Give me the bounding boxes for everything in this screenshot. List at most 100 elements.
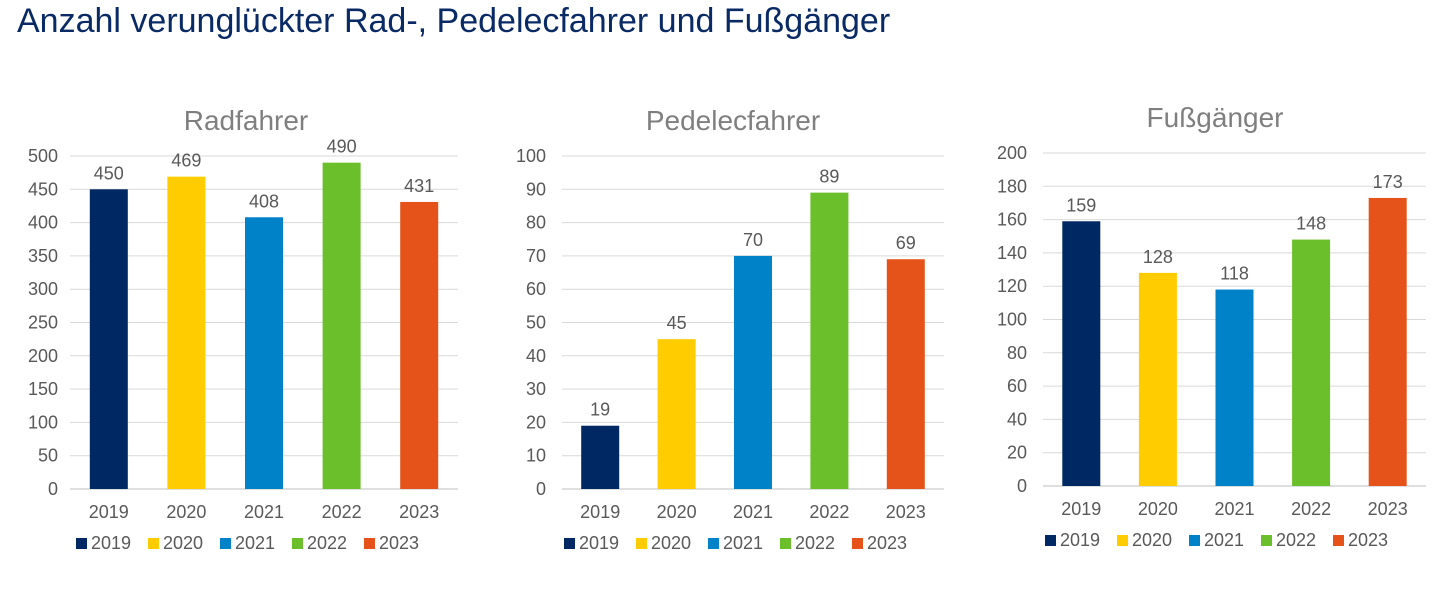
legend-label: 2023 — [379, 533, 419, 553]
x-tick-label: 2023 — [886, 502, 926, 522]
legend-label: 2020 — [163, 533, 203, 553]
x-tick-label: 2020 — [657, 502, 697, 522]
y-tick-label: 100 — [516, 146, 546, 166]
bar — [245, 217, 283, 489]
legend-swatch — [364, 538, 375, 549]
x-tick-label: 2023 — [399, 502, 439, 522]
data-label: 469 — [171, 151, 201, 171]
page-title: Anzahl verunglückter Rad-, Pedelecfahrer… — [17, 2, 891, 40]
y-tick-label: 250 — [28, 313, 58, 333]
data-label: 19 — [590, 400, 610, 420]
y-tick-label: 20 — [526, 412, 546, 432]
bar — [657, 339, 696, 489]
y-tick-label: 50 — [526, 313, 546, 333]
legend-swatch — [148, 538, 159, 549]
data-label: 118 — [1220, 264, 1249, 284]
y-tick-label: 180 — [997, 176, 1027, 196]
legend-label: 2023 — [1348, 530, 1388, 550]
data-label: 173 — [1373, 172, 1403, 192]
y-tick-label: 100 — [28, 412, 58, 432]
y-tick-label: 70 — [526, 246, 546, 266]
data-label: 89 — [819, 167, 839, 187]
legend-label: 2019 — [579, 533, 619, 553]
legend-label: 2021 — [1204, 530, 1244, 550]
legend-label: 2019 — [1060, 530, 1100, 550]
y-tick-label: 50 — [38, 446, 58, 466]
y-tick-label: 0 — [1017, 476, 1027, 496]
x-tick-label: 2023 — [1368, 499, 1408, 519]
x-tick-label: 2022 — [1291, 499, 1331, 519]
bar — [734, 255, 772, 489]
bar — [1368, 197, 1407, 486]
legend-swatch — [1333, 535, 1344, 546]
x-tick-label: 2022 — [809, 502, 849, 522]
bar — [167, 176, 206, 489]
data-label: 70 — [743, 230, 763, 250]
legend-label: 2021 — [723, 533, 763, 553]
legend-swatch — [1189, 535, 1200, 546]
y-tick-label: 30 — [526, 379, 546, 399]
data-label: 148 — [1296, 214, 1326, 234]
x-tick-label: 2019 — [89, 502, 129, 522]
legend-label: 2021 — [235, 533, 275, 553]
y-tick-label: 80 — [1007, 343, 1027, 363]
y-tick-label: 200 — [28, 346, 58, 366]
y-tick-label: 80 — [526, 213, 546, 233]
data-label: 431 — [404, 176, 434, 196]
y-tick-label: 400 — [28, 213, 58, 233]
y-tick-label: 40 — [1007, 409, 1027, 429]
x-tick-label: 2020 — [166, 502, 206, 522]
data-label: 69 — [896, 233, 916, 253]
y-tick-label: 10 — [526, 446, 546, 466]
legend-swatch — [564, 538, 575, 549]
bar — [400, 201, 439, 490]
legend-swatch — [76, 538, 87, 549]
bar — [886, 259, 925, 489]
bar — [581, 425, 620, 489]
legend-swatch — [636, 538, 647, 549]
legend-label: 2022 — [795, 533, 835, 553]
y-tick-label: 0 — [536, 479, 546, 499]
x-tick-label: 2021 — [1214, 499, 1254, 519]
bar — [1138, 272, 1177, 486]
legend-label: 2022 — [1276, 530, 1316, 550]
legend-swatch — [1045, 535, 1056, 546]
y-tick-label: 350 — [28, 246, 58, 266]
x-tick-label: 2021 — [244, 502, 284, 522]
y-tick-label: 300 — [28, 279, 58, 299]
y-tick-label: 60 — [526, 279, 546, 299]
y-tick-label: 20 — [1007, 443, 1027, 463]
chart-title: Radfahrer — [184, 105, 309, 136]
data-label: 45 — [667, 313, 687, 333]
y-tick-label: 40 — [526, 346, 546, 366]
legend-swatch — [1117, 535, 1128, 546]
y-tick-label: 450 — [28, 179, 58, 199]
bar — [89, 189, 128, 490]
x-tick-label: 2019 — [580, 502, 620, 522]
y-tick-label: 100 — [997, 310, 1027, 330]
y-tick-label: 200 — [997, 143, 1027, 163]
legend-label: 2020 — [1132, 530, 1172, 550]
legend-label: 2020 — [651, 533, 691, 553]
y-tick-label: 150 — [28, 379, 58, 399]
x-tick-label: 2019 — [1061, 499, 1101, 519]
legend-swatch — [852, 538, 863, 549]
bar — [322, 162, 361, 489]
y-tick-label: 0 — [48, 479, 58, 499]
x-tick-label: 2020 — [1138, 499, 1178, 519]
bar — [1215, 289, 1254, 486]
legend-swatch — [780, 538, 791, 549]
bar — [1062, 221, 1101, 486]
legend-label: 2023 — [867, 533, 907, 553]
y-tick-label: 140 — [997, 243, 1027, 263]
bar — [810, 192, 849, 489]
data-label: 490 — [327, 137, 357, 157]
chart-title: Pedelecfahrer — [646, 105, 820, 136]
legend-swatch — [1261, 535, 1272, 546]
chart-title: Fußgänger — [1147, 102, 1284, 133]
data-label: 159 — [1066, 195, 1096, 215]
legend-swatch — [292, 538, 303, 549]
data-label: 408 — [249, 191, 279, 211]
data-label: 128 — [1143, 247, 1173, 267]
